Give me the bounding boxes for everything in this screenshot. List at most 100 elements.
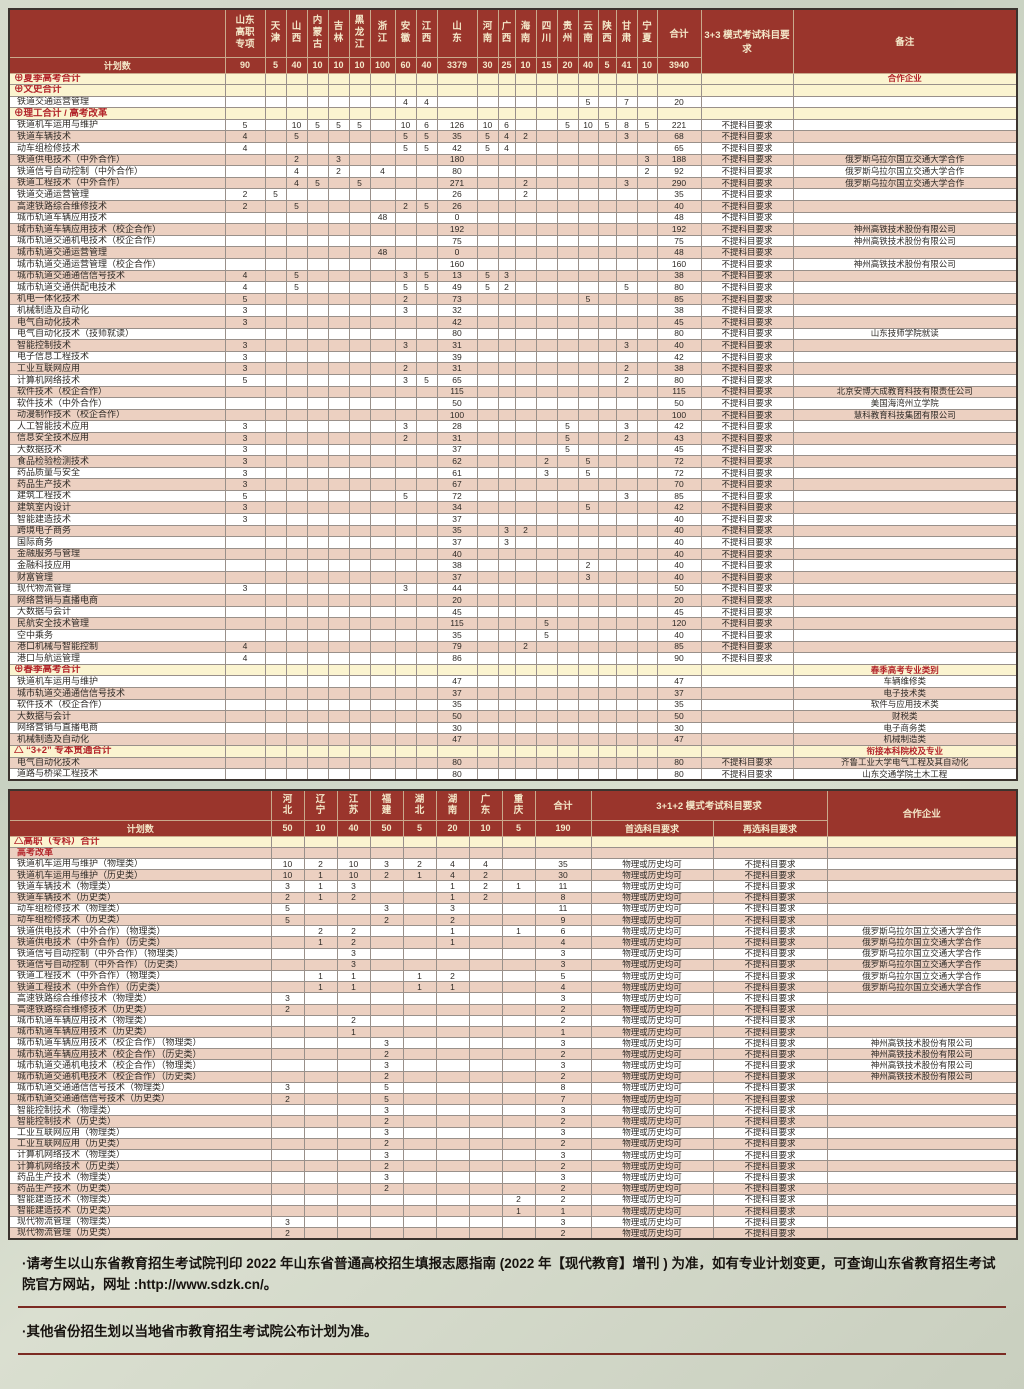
plan-cell — [535, 211, 558, 225]
plan-cell — [369, 107, 396, 120]
plan-cell — [402, 1204, 437, 1218]
plan-cell — [556, 710, 579, 723]
remark-cell — [792, 571, 1018, 584]
requirement-cell: 物理或历史均可 — [590, 914, 714, 927]
plan-cell — [435, 1204, 470, 1218]
plan-cell — [336, 1227, 371, 1240]
winter-table-header: 河北 辽宁 江苏 福建 湖北 湖南 广东 重庆 合计 3+1+2 模式考试科目要求 合作企业 计划数 5… — [8, 789, 1018, 837]
plan-cell — [597, 524, 617, 538]
total-cell: 192 — [656, 223, 702, 236]
plan-cell — [303, 1137, 338, 1150]
section-label: ⊕夏季高考合计 — [8, 72, 226, 86]
plan-cell — [497, 721, 516, 735]
plan-cell — [436, 107, 478, 120]
plan-cell — [535, 142, 558, 155]
plan-cell — [615, 234, 638, 248]
major-name: 城市轨道交通通信信号技术（物理类） — [8, 1081, 272, 1095]
plan-cell — [306, 652, 329, 665]
plan-cell — [394, 640, 417, 654]
major-row: 智能建造技术（历史类） 1 1 物理或历史均可 不提科目要求 — [8, 1204, 1018, 1218]
plan-cell — [394, 605, 417, 619]
plan-cell — [468, 992, 503, 1005]
plan-cell — [336, 1037, 371, 1050]
total-cell: 8 — [534, 1081, 592, 1095]
requirement-cell: 不提科目要求 — [700, 443, 794, 457]
plan-cell — [535, 536, 558, 549]
plan-cell — [597, 304, 617, 317]
plan-cell — [306, 200, 329, 213]
plan-cell — [501, 1227, 536, 1240]
plan-cell: 31 — [436, 339, 478, 352]
plan-cell — [224, 756, 266, 770]
province-label: 湖北 — [414, 793, 425, 817]
plan-cell — [436, 663, 478, 677]
plan-cell — [348, 72, 371, 86]
plan-count-cell: 5 — [402, 819, 437, 837]
plan-cell — [468, 1014, 503, 1027]
plan-count-cell: 40 — [285, 56, 308, 74]
plan-cell: 30 — [436, 721, 478, 735]
plan-cell — [348, 234, 371, 248]
major-row: 智能控制技术（历史类） 2 2 物理或历史均可 不提科目要求 — [8, 1115, 1018, 1128]
plan-cell — [415, 420, 438, 433]
plan-cell — [468, 1160, 503, 1173]
plan-cell — [270, 835, 305, 848]
plan-cell — [369, 153, 396, 167]
plan-cell — [501, 858, 536, 871]
remark-cell — [792, 200, 1018, 213]
remark-cell — [792, 652, 1018, 665]
major-row: 动车组检修技术（物理类） 5 3 3 11 物理或历史均可 不提科目要求 — [8, 902, 1018, 916]
major-row: 铁道工程技术（中外合作） 4 5 5 271 2 3 290 不提科目要求 俄罗斯乌拉尔国立交通大… — [8, 176, 1018, 190]
total-cell — [534, 835, 592, 848]
plan-cell — [394, 629, 417, 642]
plan-count-cell: 40 — [336, 819, 371, 837]
plan-cell — [476, 211, 499, 225]
requirement-cell — [700, 84, 794, 97]
plan-cell — [636, 188, 658, 202]
plan-cell: 47 — [436, 733, 478, 746]
plan-cell — [436, 95, 478, 109]
requirement-cell: 不提科目要求 — [700, 536, 794, 549]
plan-cell — [348, 478, 371, 491]
plan-cell — [264, 385, 287, 399]
page: 山东高职专项 天津 山西 内蒙古 吉林 黑龙江 浙江 安徽 江西 山东 河南 广西 海南 四川 贵州 云南 陕西… — [8, 8, 1018, 1355]
plan-cell: 6 — [415, 118, 438, 132]
plan-cell — [306, 234, 329, 248]
plan-cell — [577, 733, 599, 746]
major-row: 铁道信号自动控制（中外合作）（历史类） 3 3 物理或历史均可 不提科目要求 俄罗斯乌拉尔… — [8, 958, 1018, 971]
plan-cell — [415, 188, 438, 202]
plan-cell — [514, 107, 537, 120]
plan-cell — [476, 443, 499, 457]
footnotes: ·请考生以山东省教育招生考试院刊印 2022 年山东省普通高校招生填报志愿指南 … — [18, 1250, 1006, 1355]
plan-cell: 7 — [615, 95, 638, 109]
total-cell: 30 — [534, 869, 592, 882]
plan-count-cell: 5 — [264, 56, 287, 74]
requirement-cell: 不提科目要求 — [700, 223, 794, 236]
plan-cell — [285, 95, 308, 109]
plan-cell: 5 — [556, 420, 579, 433]
plan-cell — [556, 153, 579, 167]
requirement-cell: 不提科目要求 — [700, 130, 794, 144]
plan-count-cell: 30 — [476, 56, 499, 74]
major-row: 铁道车辆技术 4 5 5 5 35 5 4 2 3 68 不提科目要求 — [8, 130, 1018, 144]
plan-cell: 4 — [435, 858, 470, 871]
plan-cell — [468, 914, 503, 927]
plan-cell — [435, 1115, 470, 1128]
plan-cell — [348, 315, 371, 329]
plan-cell — [476, 768, 499, 781]
major-row: 大数据与会计 50 50 财税类 — [8, 710, 1018, 723]
plan-cell: 4 — [224, 269, 266, 283]
plan-cell — [306, 524, 329, 538]
major-row: 智能控制技术（物理类） 3 3 物理或历史均可 不提科目要求 — [8, 1104, 1018, 1117]
plan-cell — [468, 958, 503, 971]
plan-cell — [394, 234, 417, 248]
plan-cell — [336, 1204, 371, 1218]
plan-cell — [514, 408, 537, 422]
plan-cell — [303, 1093, 338, 1106]
total-cell: 4 — [534, 936, 592, 949]
plan-cell — [497, 188, 516, 202]
plan-cell: 20 — [436, 594, 478, 607]
requirement-column-header: 3+1+2 模式考试科目要求 — [590, 789, 828, 821]
plan-cell — [285, 605, 308, 619]
plan-cell — [327, 466, 350, 480]
